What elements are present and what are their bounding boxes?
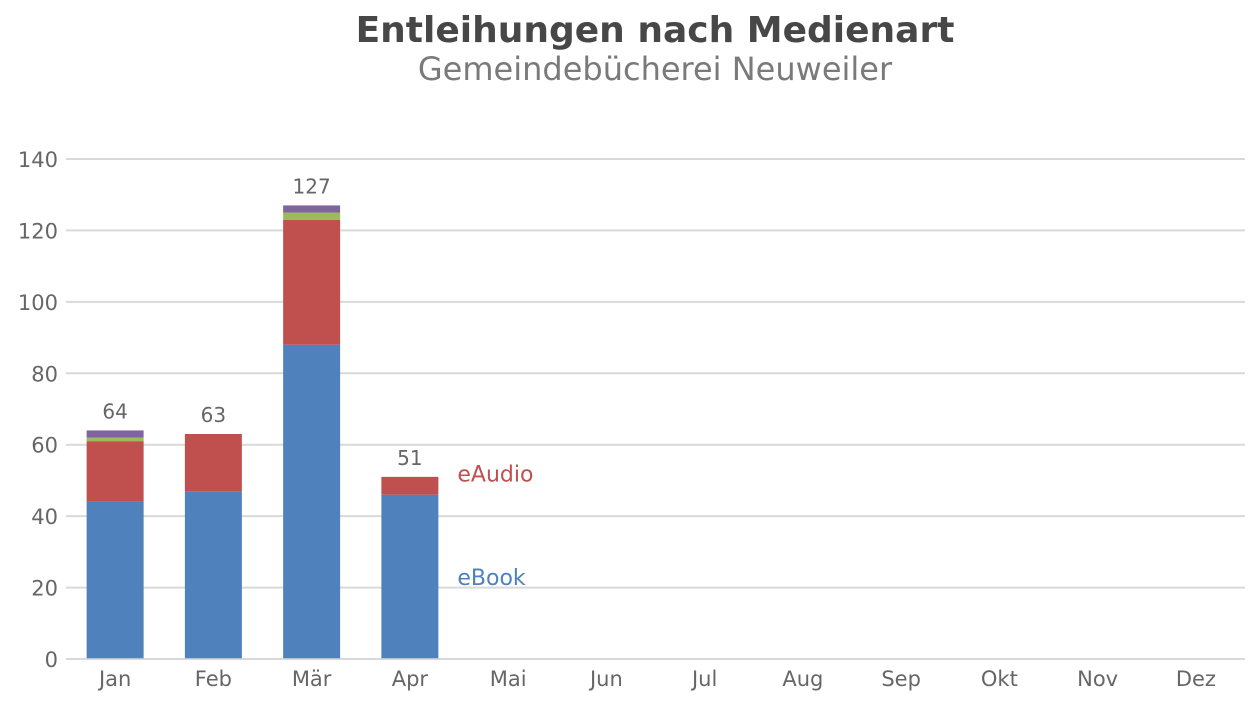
y-tick-label: 60 [31,434,58,458]
x-tick-label: Sep [881,667,921,691]
y-tick-label: 40 [31,505,58,529]
chart-subtitle: Gemeindebücherei Neuweiler [417,50,893,88]
x-tick-label: Mär [292,667,332,691]
bar-segment-series-4 [283,205,341,213]
series-labels: eBook eAudio [457,462,533,591]
bars [86,205,439,659]
total-label: 127 [293,174,331,198]
total-label: 64 [102,399,127,423]
x-tick-label: Apr [392,667,429,691]
y-tick-label: 100 [18,291,58,315]
y-axis: 0 20 40 60 80 100 120 140 [18,148,58,672]
chart-title: Entleihungen nach Medienart [355,10,955,51]
bar-segment-ebook [283,344,341,659]
bar-segment-ebook [381,494,439,659]
bar-segment-series-4 [86,430,144,438]
y-tick-label: 140 [18,148,58,172]
x-tick-label: Okt [981,667,1018,691]
y-tick-label: 0 [45,648,58,672]
series-label-eaudio: eAudio [457,462,533,487]
bar-segment-eaudio [184,434,242,492]
y-tick-label: 80 [31,362,58,386]
bar-segment-eaudio [381,476,439,495]
x-tick-label: Feb [195,667,232,691]
bar-segment-eaudio [283,219,341,345]
total-labels: 64 63 127 51 [102,174,422,469]
x-tick-label: Mai [490,667,527,691]
x-tick-label: Jun [588,667,623,691]
x-tick-label: Dez [1176,667,1216,691]
x-tick-label: Jul [690,667,717,691]
x-tick-label: Aug [782,667,823,691]
total-label: 51 [397,446,422,470]
bar-segment-series-3 [86,437,144,442]
gridlines [66,158,1245,660]
x-axis: Jan Feb Mär Apr Mai Jun Jul Aug Sep Okt Nov Dez [66,658,1245,691]
y-tick-label: 120 [18,219,58,243]
y-tick-label: 20 [31,577,58,601]
x-tick-label: Nov [1077,667,1118,691]
series-label-ebook: eBook [457,566,526,591]
bar-segment-eaudio [86,441,144,502]
x-tick-label: Jan [97,667,131,691]
bar-segment-ebook [184,491,242,659]
bar-segment-series-3 [283,212,341,220]
total-label: 63 [201,403,226,427]
bar-segment-ebook [86,501,144,659]
